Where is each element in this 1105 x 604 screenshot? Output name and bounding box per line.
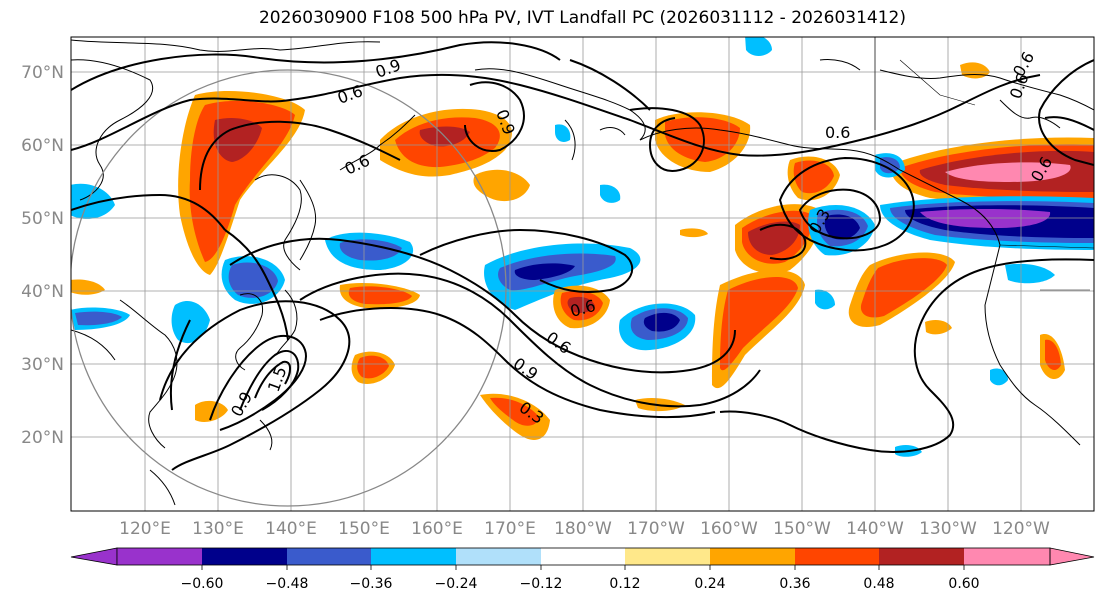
colorbar-segment xyxy=(710,548,795,565)
colorbar-tick-label: −0.36 xyxy=(350,576,393,592)
anomaly-orange xyxy=(195,400,228,422)
anomaly-red xyxy=(357,355,389,379)
colorbar-segment xyxy=(879,548,964,565)
colorbar-tick-label: −0.60 xyxy=(181,576,224,592)
anomaly-blue xyxy=(1005,263,1055,284)
anomaly-darkred xyxy=(213,117,262,162)
lon-label: 140°W xyxy=(846,519,904,539)
lat-label: 70°N xyxy=(21,63,64,83)
lon-label: 180°W xyxy=(554,519,612,539)
colorbar-tick-label: 0.12 xyxy=(609,576,640,592)
lat-label: 30°N xyxy=(21,355,64,375)
anomaly-red xyxy=(793,160,834,194)
colorbar-frame xyxy=(116,547,1051,566)
colorbar-tick-label: 0.60 xyxy=(948,576,979,592)
colorbar-extend-high xyxy=(1049,547,1095,566)
colorbar-segment xyxy=(456,548,541,565)
lon-label: 120°W xyxy=(992,519,1050,539)
anomaly-blue xyxy=(71,183,115,219)
target-region-circle xyxy=(71,69,507,507)
colorbar-segment xyxy=(117,548,202,565)
lon-label: 170°E xyxy=(484,519,536,539)
lon-label: 130°E xyxy=(192,519,244,539)
anomaly-blue xyxy=(555,124,571,143)
anomaly-navy xyxy=(643,312,680,332)
pv-contours xyxy=(71,41,1094,471)
anomaly-red xyxy=(1045,339,1061,371)
lon-label: 170°W xyxy=(627,519,685,539)
colorbar-segment xyxy=(541,548,625,565)
anomaly-blue xyxy=(815,289,835,310)
colorbar-segment xyxy=(371,548,456,565)
colorbar-segment xyxy=(625,548,710,565)
anomaly-midblue xyxy=(75,311,122,326)
coastlines xyxy=(71,39,1094,506)
lon-label: 130°W xyxy=(919,519,977,539)
anomaly-orange xyxy=(473,169,530,202)
colorbar-segment xyxy=(202,548,287,565)
anomaly-darkred xyxy=(567,296,595,314)
colorbar-tick-label: 0.48 xyxy=(863,576,894,592)
anomaly-orange xyxy=(680,228,708,238)
colorbar: −0.60 −0.48 −0.36 −0.24 −0.12 0.12 0.24 … xyxy=(70,547,1095,592)
lat-label: 50°N xyxy=(21,209,64,229)
lon-label: 150°W xyxy=(773,519,831,539)
lon-label: 160°E xyxy=(411,519,463,539)
latitude-labels: 70°N 60°N 50°N 40°N 30°N 20°N xyxy=(21,63,64,448)
colorbar-tick-label: −0.12 xyxy=(520,576,563,592)
contour-label: 0.6 xyxy=(825,123,850,142)
lat-label: 20°N xyxy=(21,428,64,448)
anomaly-midblue xyxy=(228,262,278,298)
lon-label: 120°E xyxy=(119,519,171,539)
anomaly-blue xyxy=(600,184,621,203)
anomaly-blue xyxy=(171,300,210,344)
lon-label: 140°E xyxy=(265,519,317,539)
anomaly-blue xyxy=(745,37,772,56)
anomaly-navy xyxy=(824,214,860,240)
lon-label: 150°E xyxy=(338,519,390,539)
anomaly-red xyxy=(860,258,947,318)
anomaly-orange xyxy=(925,320,952,335)
lat-label: 40°N xyxy=(21,282,64,302)
anomaly-midblue xyxy=(339,239,402,261)
map-border xyxy=(70,36,1095,512)
longitude-labels: 120°E 130°E 140°E 150°E 160°E 170°E 180°… xyxy=(119,519,1050,539)
lon-label: 160°W xyxy=(700,519,758,539)
anomaly-pink xyxy=(945,162,1071,182)
anomaly-blue xyxy=(990,368,1008,386)
lat-label: 60°N xyxy=(21,136,64,156)
colorbar-segment xyxy=(795,548,879,565)
colorbar-tick-label: −0.48 xyxy=(266,576,309,592)
colorbar-tick-label: 0.36 xyxy=(779,576,810,592)
map-title: 2026030900 F108 500 hPa PV, IVT Landfall… xyxy=(258,8,906,28)
colorbar-extend-low xyxy=(70,547,118,566)
anomaly-red xyxy=(490,397,540,426)
colorbar-tick-label: −0.24 xyxy=(435,576,478,592)
colorbar-segment xyxy=(964,548,1050,565)
anomaly-navy xyxy=(514,263,575,280)
colorbar-segment xyxy=(287,548,371,565)
anomaly-red xyxy=(720,276,798,371)
colorbar-tick-label: 0.24 xyxy=(694,576,725,592)
